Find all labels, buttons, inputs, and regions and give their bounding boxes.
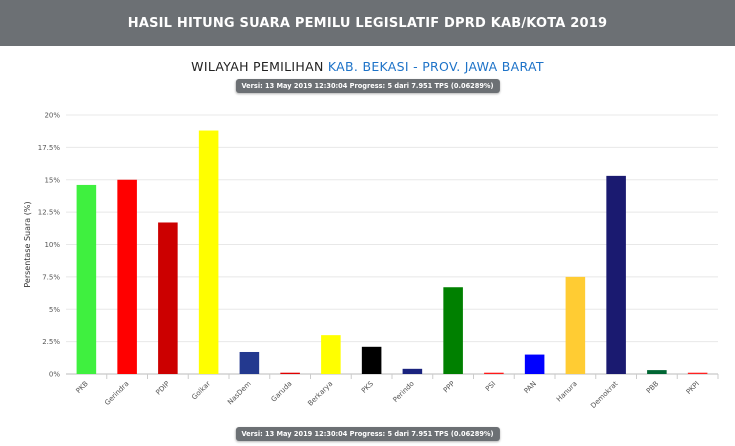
x-tick-label: PAN xyxy=(523,380,538,395)
bar-perindo xyxy=(402,368,423,374)
bar-pan xyxy=(524,354,545,374)
x-tick-label: Golkar xyxy=(190,380,212,402)
y-tick-label: 5% xyxy=(49,306,60,314)
bar-demokrat xyxy=(606,175,626,374)
bar-garuda xyxy=(280,372,300,374)
y-tick-label: 20% xyxy=(44,112,60,120)
y-tick-label: 10% xyxy=(44,241,60,249)
subtitle-prefix: WILAYAH PEMILIHAN xyxy=(191,59,324,74)
x-tick-label: Berkarya xyxy=(306,380,334,408)
x-tick-label: Hanura xyxy=(555,380,579,404)
x-tick-label: PKS xyxy=(360,379,375,394)
page-header: HASIL HITUNG SUARA PEMILU LEGISLATIF DPR… xyxy=(0,0,735,46)
x-tick-label: PPP xyxy=(442,380,457,395)
version-badge-top: Versi: 13 May 2019 12:30:04 Progress: 5 … xyxy=(235,79,500,93)
bar-golkar xyxy=(198,130,219,374)
x-tick-label: PDIP xyxy=(154,380,171,397)
y-tick-label: 2.5% xyxy=(42,338,60,346)
y-tick-label: 7.5% xyxy=(42,273,60,281)
y-tick-label: 17.5% xyxy=(38,144,61,152)
bar-pdip xyxy=(158,222,178,374)
x-tick-label: Perindo xyxy=(392,380,416,404)
y-tick-label: 12.5% xyxy=(38,209,61,217)
bar-berkarya xyxy=(321,335,341,374)
bar-gerindra xyxy=(117,179,137,374)
bar-psi xyxy=(484,372,504,374)
y-tick-label: 15% xyxy=(44,176,60,184)
x-tick-label: Garuda xyxy=(270,380,294,404)
bar-pkpi xyxy=(687,372,708,374)
y-axis-label: Persentase Suara (%) xyxy=(23,201,32,287)
x-tick-label: Demokrat xyxy=(589,380,619,410)
x-tick-label: Gerindra xyxy=(103,380,130,407)
bar-pks xyxy=(361,346,382,374)
bar-pbb xyxy=(647,370,667,374)
chart-subtitle: WILAYAH PEMILIHAN KAB. BEKASI - PROV. JA… xyxy=(0,59,735,74)
x-tick-label: NasDem xyxy=(226,380,253,407)
x-tick-label: PBB xyxy=(645,380,661,396)
version-badge-bottom: Versi: 13 May 2019 12:30:04 Progress: 5 … xyxy=(235,427,500,441)
bar-hanura xyxy=(565,276,586,374)
x-tick-label: PKB xyxy=(74,380,89,395)
bar-ppp xyxy=(443,287,463,374)
x-tick-label: PSI xyxy=(484,380,497,393)
bar-pkb xyxy=(76,184,97,374)
bar-nasdem xyxy=(239,351,260,374)
region-link[interactable]: KAB. BEKASI - PROV. JAWA BARAT xyxy=(327,59,544,74)
x-tick-label: PKPI xyxy=(685,380,701,396)
y-tick-label: 0% xyxy=(49,371,60,379)
page-title: HASIL HITUNG SUARA PEMILU LEGISLATIF DPR… xyxy=(127,15,608,31)
